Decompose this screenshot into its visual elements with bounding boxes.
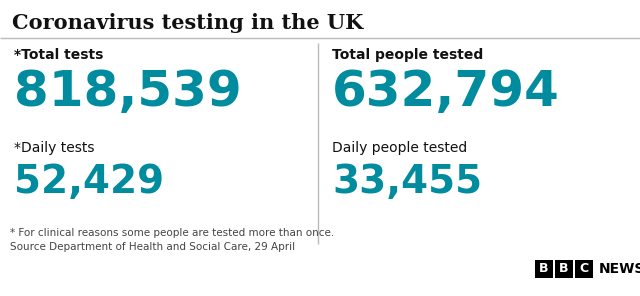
Text: Daily people tested: Daily people tested [332, 141, 467, 155]
Text: C: C [579, 263, 589, 276]
Text: NEWS: NEWS [599, 262, 640, 276]
Text: Source Department of Health and Social Care, 29 April: Source Department of Health and Social C… [10, 242, 295, 252]
Text: Coronavirus testing in the UK: Coronavirus testing in the UK [12, 13, 364, 33]
Text: *Total tests: *Total tests [14, 48, 104, 62]
FancyBboxPatch shape [535, 260, 553, 278]
Text: 818,539: 818,539 [14, 68, 242, 116]
Text: B: B [559, 263, 569, 276]
Text: 632,794: 632,794 [332, 68, 560, 116]
Text: *Daily tests: *Daily tests [14, 141, 95, 155]
Text: B: B [540, 263, 548, 276]
Text: 33,455: 33,455 [332, 163, 482, 201]
Text: * For clinical reasons some people are tested more than once.: * For clinical reasons some people are t… [10, 228, 334, 238]
FancyBboxPatch shape [555, 260, 573, 278]
Text: 52,429: 52,429 [14, 163, 164, 201]
FancyBboxPatch shape [575, 260, 593, 278]
Text: Total people tested: Total people tested [332, 48, 483, 62]
